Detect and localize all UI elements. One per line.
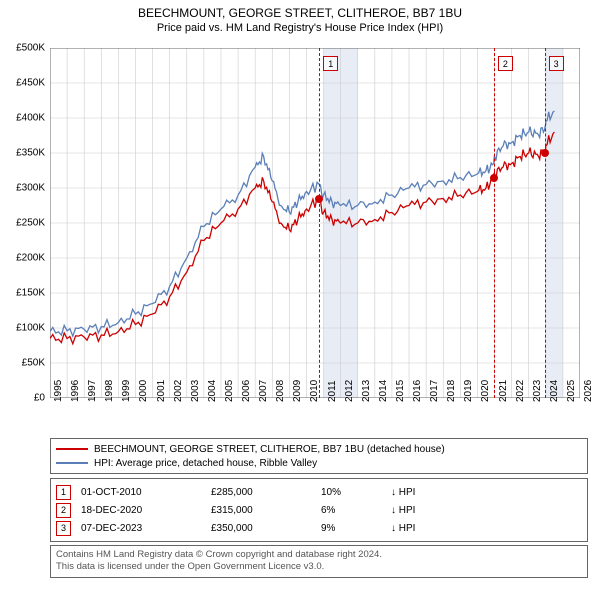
x-axis-label: 2009	[292, 380, 303, 402]
y-axis-label: £100K	[16, 323, 45, 334]
legend-label: HPI: Average price, detached house, Ribb…	[94, 458, 317, 469]
sales-row-date: 07-DEC-2023	[81, 523, 201, 534]
y-axis-label: £350K	[16, 148, 45, 159]
sales-row-dir: ↓ HPI	[391, 523, 415, 534]
sale-marker-dot	[315, 195, 323, 203]
chart-svg	[50, 48, 580, 398]
sale-marker-dot	[490, 174, 498, 182]
x-axis-label: 1995	[53, 380, 64, 402]
y-axis-label: £300K	[16, 183, 45, 194]
chart-title: BEECHMOUNT, GEORGE STREET, CLITHEROE, BB…	[0, 6, 600, 20]
sales-row-date: 01-OCT-2010	[81, 487, 201, 498]
sales-row-num: 1	[56, 485, 71, 500]
chart-plot-area: £0£50K£100K£150K£200K£250K£300K£350K£400…	[50, 48, 580, 398]
x-axis-label: 2025	[566, 380, 577, 402]
sales-row: 3 07-DEC-2023 £350,000 9% ↓ HPI	[56, 519, 582, 537]
x-axis-label: 2006	[241, 380, 252, 402]
y-axis-label: £500K	[16, 43, 45, 54]
y-axis-label: £200K	[16, 253, 45, 264]
x-axis-label: 2008	[275, 380, 286, 402]
x-axis-label: 2024	[549, 380, 560, 402]
x-axis-label: 2004	[207, 380, 218, 402]
sales-row: 2 18-DEC-2020 £315,000 6% ↓ HPI	[56, 501, 582, 519]
x-axis-label: 2003	[190, 380, 201, 402]
y-axis-label: £250K	[16, 218, 45, 229]
sale-marker-dot	[541, 149, 549, 157]
x-axis-label: 2020	[480, 380, 491, 402]
x-axis-label: 2013	[361, 380, 372, 402]
x-axis-label: 1996	[70, 380, 81, 402]
sales-row-pct: 10%	[321, 487, 381, 498]
legend-item-property: BEECHMOUNT, GEORGE STREET, CLITHEROE, BB…	[56, 442, 582, 456]
x-axis-label: 2016	[412, 380, 423, 402]
y-axis-label: £400K	[16, 113, 45, 124]
sales-row-price: £350,000	[211, 523, 311, 534]
sale-marker-box: 1	[323, 56, 338, 71]
sales-row-dir: ↓ HPI	[391, 487, 415, 498]
chart-subtitle: Price paid vs. HM Land Registry's House …	[0, 22, 600, 34]
x-axis-label: 2012	[344, 380, 355, 402]
x-axis-label: 2017	[429, 380, 440, 402]
sales-row: 1 01-OCT-2010 £285,000 10% ↓ HPI	[56, 483, 582, 501]
x-axis-label: 2005	[224, 380, 235, 402]
sales-row-date: 18-DEC-2020	[81, 505, 201, 516]
x-axis-label: 2021	[498, 380, 509, 402]
x-axis-label: 2001	[156, 380, 167, 402]
sale-marker-box: 3	[549, 56, 564, 71]
sales-row-pct: 9%	[321, 523, 381, 534]
sales-row-dir: ↓ HPI	[391, 505, 415, 516]
x-axis-label: 2019	[463, 380, 474, 402]
legend: BEECHMOUNT, GEORGE STREET, CLITHEROE, BB…	[50, 438, 588, 474]
x-axis-label: 2022	[515, 380, 526, 402]
sales-row-price: £315,000	[211, 505, 311, 516]
x-axis-label: 2014	[378, 380, 389, 402]
disclaimer-line: Contains HM Land Registry data © Crown c…	[56, 549, 582, 561]
x-axis-label: 2000	[138, 380, 149, 402]
sales-row-pct: 6%	[321, 505, 381, 516]
y-axis-label: £150K	[16, 288, 45, 299]
x-axis-label: 2007	[258, 380, 269, 402]
sales-table: 1 01-OCT-2010 £285,000 10% ↓ HPI 2 18-DEC-2020…	[50, 478, 588, 542]
sales-row-num: 2	[56, 503, 71, 518]
legend-swatch	[56, 448, 88, 450]
disclaimer-line: This data is licensed under the Open Gov…	[56, 561, 582, 573]
x-axis-label: 2026	[583, 380, 594, 402]
sales-row-num: 3	[56, 521, 71, 536]
x-axis-label: 1997	[87, 380, 98, 402]
sales-row-price: £285,000	[211, 487, 311, 498]
x-axis-label: 2023	[532, 380, 543, 402]
disclaimer: Contains HM Land Registry data © Crown c…	[50, 545, 588, 578]
x-axis-label: 2018	[446, 380, 457, 402]
x-axis-label: 1998	[104, 380, 115, 402]
y-axis-label: £450K	[16, 78, 45, 89]
legend-item-hpi: HPI: Average price, detached house, Ribb…	[56, 456, 582, 470]
legend-label: BEECHMOUNT, GEORGE STREET, CLITHEROE, BB…	[94, 444, 445, 455]
x-axis-label: 2011	[327, 380, 338, 402]
y-axis-label: £0	[34, 393, 45, 404]
sale-marker-box: 2	[498, 56, 513, 71]
y-axis-label: £50K	[22, 358, 45, 369]
legend-swatch	[56, 462, 88, 464]
x-axis-label: 1999	[121, 380, 132, 402]
x-axis-label: 2015	[395, 380, 406, 402]
x-axis-label: 2002	[173, 380, 184, 402]
